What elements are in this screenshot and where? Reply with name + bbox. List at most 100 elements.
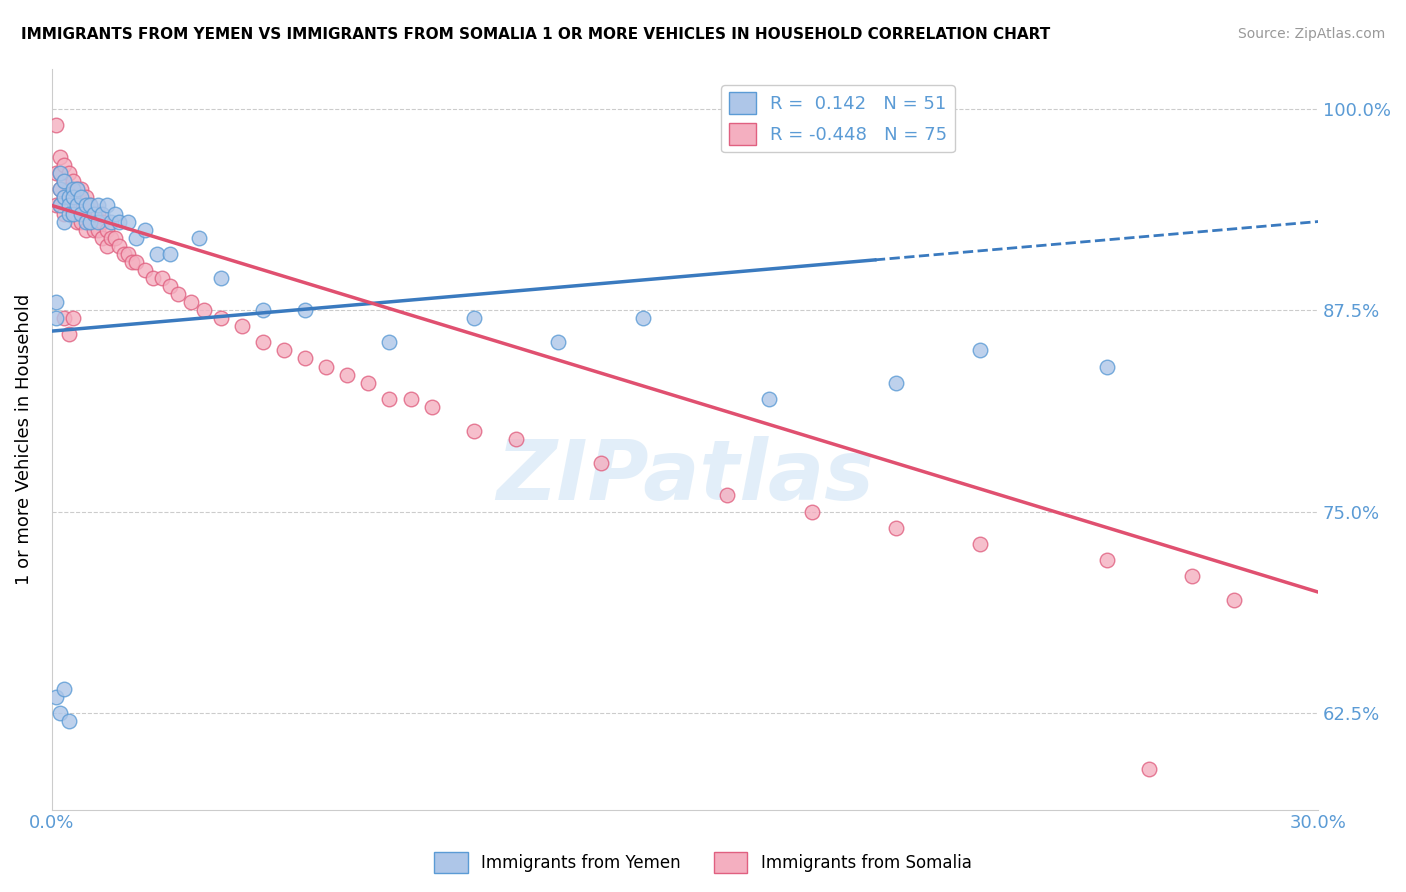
- Point: [45, 311, 67, 326]
- Point: [252, 335, 274, 350]
- Point: [96, 238, 118, 252]
- Point: [58, 198, 80, 212]
- Point: [631, 311, 654, 326]
- Text: Source: ZipAtlas.com: Source: ZipAtlas.com: [1237, 27, 1385, 41]
- Point: [117, 247, 139, 261]
- Point: [758, 392, 780, 406]
- Point: [70, 206, 93, 220]
- Point: [100, 230, 122, 244]
- Point: [58, 198, 80, 212]
- Point: [969, 537, 991, 551]
- Point: [62, 190, 84, 204]
- Point: [294, 303, 316, 318]
- Point: [231, 319, 253, 334]
- Point: [58, 206, 80, 220]
- Point: [75, 222, 97, 236]
- Point: [75, 198, 97, 212]
- Point: [62, 311, 84, 326]
- Point: [159, 279, 181, 293]
- Point: [716, 488, 738, 502]
- Point: [53, 214, 76, 228]
- Point: [62, 174, 84, 188]
- Point: [1180, 569, 1202, 583]
- Point: [45, 118, 67, 132]
- Point: [66, 182, 89, 196]
- Point: [884, 376, 907, 390]
- Point: [75, 206, 97, 220]
- Point: [547, 335, 569, 350]
- Point: [146, 247, 169, 261]
- Point: [45, 198, 67, 212]
- Point: [378, 335, 401, 350]
- Point: [142, 271, 165, 285]
- Point: [53, 190, 76, 204]
- Point: [273, 343, 295, 358]
- Point: [1095, 359, 1118, 374]
- Point: [969, 343, 991, 358]
- Point: [53, 174, 76, 188]
- Point: [134, 263, 156, 277]
- Point: [87, 214, 110, 228]
- Point: [159, 247, 181, 261]
- Point: [108, 214, 131, 228]
- Point: [209, 311, 232, 326]
- Point: [1222, 593, 1244, 607]
- Point: [53, 158, 76, 172]
- Point: [91, 214, 114, 228]
- Point: [91, 230, 114, 244]
- Point: [62, 190, 84, 204]
- Point: [66, 214, 89, 228]
- Point: [66, 198, 89, 212]
- Point: [420, 400, 443, 414]
- Point: [83, 206, 105, 220]
- Point: [62, 206, 84, 220]
- Point: [53, 681, 76, 696]
- Point: [79, 198, 101, 212]
- Point: [75, 214, 97, 228]
- Point: [62, 206, 84, 220]
- Point: [96, 222, 118, 236]
- Point: [463, 424, 485, 438]
- Point: [87, 222, 110, 236]
- Point: [58, 182, 80, 196]
- Point: [66, 182, 89, 196]
- Point: [180, 295, 202, 310]
- Point: [70, 198, 93, 212]
- Point: [378, 392, 401, 406]
- Point: [58, 327, 80, 342]
- Point: [66, 198, 89, 212]
- Point: [800, 504, 823, 518]
- Point: [125, 230, 148, 244]
- Point: [91, 206, 114, 220]
- Legend: Immigrants from Yemen, Immigrants from Somalia: Immigrants from Yemen, Immigrants from S…: [427, 846, 979, 880]
- Point: [252, 303, 274, 318]
- Point: [884, 521, 907, 535]
- Point: [1137, 762, 1160, 776]
- Text: IMMIGRANTS FROM YEMEN VS IMMIGRANTS FROM SOMALIA 1 OR MORE VEHICLES IN HOUSEHOLD: IMMIGRANTS FROM YEMEN VS IMMIGRANTS FROM…: [21, 27, 1050, 42]
- Point: [49, 198, 72, 212]
- Point: [336, 368, 359, 382]
- Point: [209, 271, 232, 285]
- Point: [58, 190, 80, 204]
- Point: [49, 166, 72, 180]
- Point: [53, 206, 76, 220]
- Point: [62, 182, 84, 196]
- Point: [193, 303, 215, 318]
- Point: [87, 206, 110, 220]
- Point: [45, 690, 67, 704]
- Point: [167, 287, 190, 301]
- Point: [315, 359, 337, 374]
- Point: [83, 222, 105, 236]
- Point: [70, 182, 93, 196]
- Point: [49, 166, 72, 180]
- Point: [70, 214, 93, 228]
- Point: [53, 190, 76, 204]
- Text: ZIPatlas: ZIPatlas: [496, 435, 875, 516]
- Point: [589, 456, 612, 470]
- Point: [108, 238, 131, 252]
- Point: [70, 190, 93, 204]
- Point: [75, 190, 97, 204]
- Point: [134, 222, 156, 236]
- Point: [87, 198, 110, 212]
- Point: [45, 295, 67, 310]
